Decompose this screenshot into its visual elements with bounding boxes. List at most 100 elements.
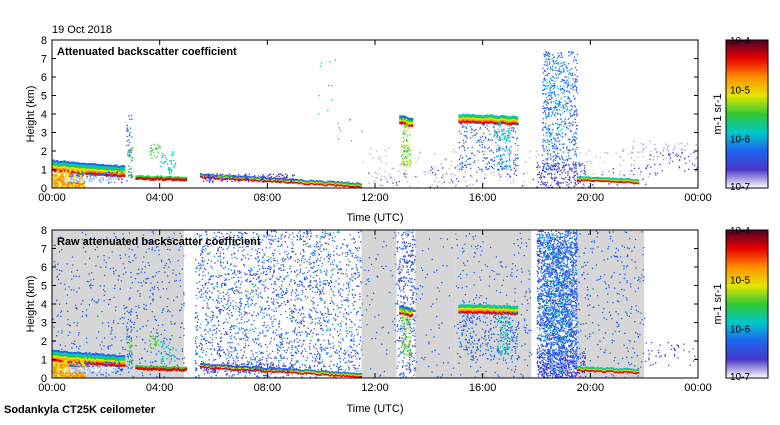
- p1-precip-speck: [577, 92, 578, 93]
- p2-noise-speck: [245, 294, 246, 295]
- p2-noise-speck: [195, 338, 196, 339]
- p2-noise-speck: [136, 336, 137, 337]
- p1-xtick-label: 08:00: [254, 192, 282, 204]
- p1-noise-speck: [696, 157, 697, 158]
- p1-precip-speck: [569, 179, 570, 180]
- p2-noise-speck: [150, 303, 151, 304]
- p1-descending-speck: [268, 175, 269, 176]
- p2-noise-speck: [142, 358, 143, 359]
- p2-noise-speck: [66, 303, 67, 304]
- p1-precip-speck: [550, 185, 551, 186]
- p1-streak: [131, 115, 132, 116]
- p2-noise-speck: [183, 292, 184, 293]
- p2-noise-speck: [162, 324, 163, 325]
- p1-noise-speck: [446, 158, 448, 160]
- p1-mid-cloud: [411, 124, 413, 127]
- p1-fog-speck: [62, 184, 64, 186]
- p1-precip-speck: [568, 179, 569, 180]
- p1-mid-deck-fall: [459, 147, 460, 148]
- p1-mid-deck-fall: [482, 147, 483, 148]
- p1-mid-deck-fall: [493, 126, 494, 127]
- p1-mid-cloud-fall: [402, 158, 403, 159]
- p2-noise-speck: [357, 256, 358, 257]
- p1-mid-cloud-fall: [410, 154, 411, 155]
- p1-descending-speck: [246, 179, 247, 180]
- p1-descending-speck: [205, 179, 206, 180]
- p2-noise-speck: [89, 285, 90, 286]
- p1-descending-speck: [237, 176, 238, 177]
- p1-xtick-label: 20:00: [577, 192, 605, 204]
- p1-mid-deck-fall: [460, 155, 461, 156]
- p1-fog-speck: [106, 172, 108, 174]
- p1-precip-speck: [544, 140, 545, 141]
- p1-noise-speck: [368, 173, 369, 174]
- p2-noise-speck: [56, 269, 57, 270]
- p2-noise-speck: [140, 362, 141, 363]
- p2-noise-speck: [312, 291, 313, 292]
- p1-mid-deck-fall: [488, 168, 489, 169]
- p2-noise-speck: [220, 256, 221, 257]
- p2-noise-speck: [164, 272, 165, 273]
- p2-noise-speck: [234, 337, 235, 338]
- p1-precip-speck: [550, 88, 551, 89]
- p2-noise-speck: [231, 342, 232, 343]
- p1-noise-speck: [637, 157, 639, 159]
- p1-noise-speck: [695, 158, 696, 159]
- p2-noise-speck: [309, 353, 310, 354]
- p2-noise-speck: [345, 369, 346, 370]
- p2-noise-speck: [227, 303, 228, 304]
- p2-noise-speck: [60, 312, 61, 313]
- p2-noise-speck: [302, 273, 303, 274]
- p1-noise-speck: [379, 185, 381, 187]
- p1-noise-speck: [378, 173, 380, 175]
- p2-noise-speck: [314, 354, 315, 355]
- p1-precip-speck: [572, 75, 573, 76]
- p1-mid-deck-fall: [499, 150, 500, 151]
- p2-noise-speck: [133, 376, 134, 377]
- p1-precip-speck: [576, 133, 577, 134]
- p1-mid-deck-fall: [497, 132, 498, 133]
- p1-noise-speck: [513, 179, 515, 181]
- p2-noise-speck: [183, 305, 184, 306]
- p1-precip-speck: [549, 173, 550, 174]
- p1-precip-speck: [544, 56, 545, 57]
- p1-descending-speck: [251, 180, 252, 181]
- p1-descending-speck: [202, 176, 203, 177]
- p2-noise-speck: [257, 251, 258, 252]
- p1-precip-speck: [573, 86, 574, 87]
- p1-precip-speck: [570, 131, 571, 132]
- p2-noise-speck: [353, 305, 354, 306]
- p2-noise-speck: [226, 294, 227, 295]
- p1-precip-speck: [566, 126, 567, 127]
- p1-precip-speck: [539, 172, 540, 173]
- p1-high-speck: [660, 164, 661, 165]
- p2-noise-speck: [343, 284, 344, 285]
- p1-streak: [168, 169, 169, 170]
- p2-noise-speck: [334, 260, 335, 261]
- p1-mid-deck-fall: [477, 150, 478, 151]
- p1-precip-speck: [541, 177, 542, 178]
- p2-noise-speck: [350, 312, 351, 313]
- p2-noise-speck: [338, 232, 339, 233]
- p1-precip-speck: [542, 90, 543, 91]
- p1-noise-speck: [505, 176, 507, 178]
- p2-noise-speck: [315, 358, 316, 359]
- p1-fog-speck: [118, 178, 120, 180]
- p2-noise-speck: [328, 309, 329, 310]
- p2-noise-speck: [140, 328, 141, 329]
- p1-noise-speck: [431, 167, 432, 168]
- p1-mid-deck-fall: [493, 168, 494, 169]
- p1-high-speck: [338, 138, 339, 139]
- p1-mid-deck-fall: [513, 160, 514, 161]
- p1-precip-speck: [538, 182, 539, 183]
- p1-noise-speck: [516, 169, 518, 171]
- p2-noise-speck: [128, 256, 129, 257]
- p2-noise-speck: [262, 332, 263, 333]
- p2-noise-speck: [299, 239, 300, 240]
- p2-noise-speck: [316, 348, 317, 349]
- p1-mid-deck-fall: [493, 123, 494, 124]
- p1-streak: [162, 163, 163, 164]
- p1-mid-deck-fall: [509, 126, 510, 127]
- p1-fog-speck: [80, 173, 82, 175]
- p1-noise-speck: [589, 150, 591, 152]
